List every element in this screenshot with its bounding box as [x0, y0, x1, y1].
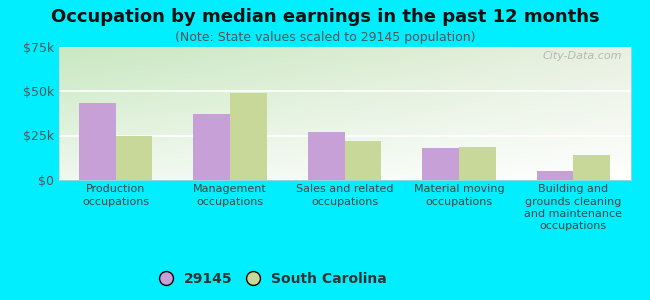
Bar [116, 136, 152, 180]
Bar [537, 171, 573, 180]
Bar [79, 103, 116, 180]
Text: Occupation by median earnings in the past 12 months: Occupation by median earnings in the pas… [51, 8, 599, 26]
Bar [573, 155, 610, 180]
Bar [230, 93, 266, 180]
Bar [194, 114, 230, 180]
Text: (Note: State values scaled to 29145 population): (Note: State values scaled to 29145 popu… [175, 32, 475, 44]
Bar [459, 147, 495, 180]
Bar [308, 132, 344, 180]
Legend: 29145, South Carolina: 29145, South Carolina [153, 266, 393, 292]
Text: City-Data.com: City-Data.com [542, 50, 622, 61]
Bar [344, 141, 381, 180]
Bar [422, 148, 459, 180]
